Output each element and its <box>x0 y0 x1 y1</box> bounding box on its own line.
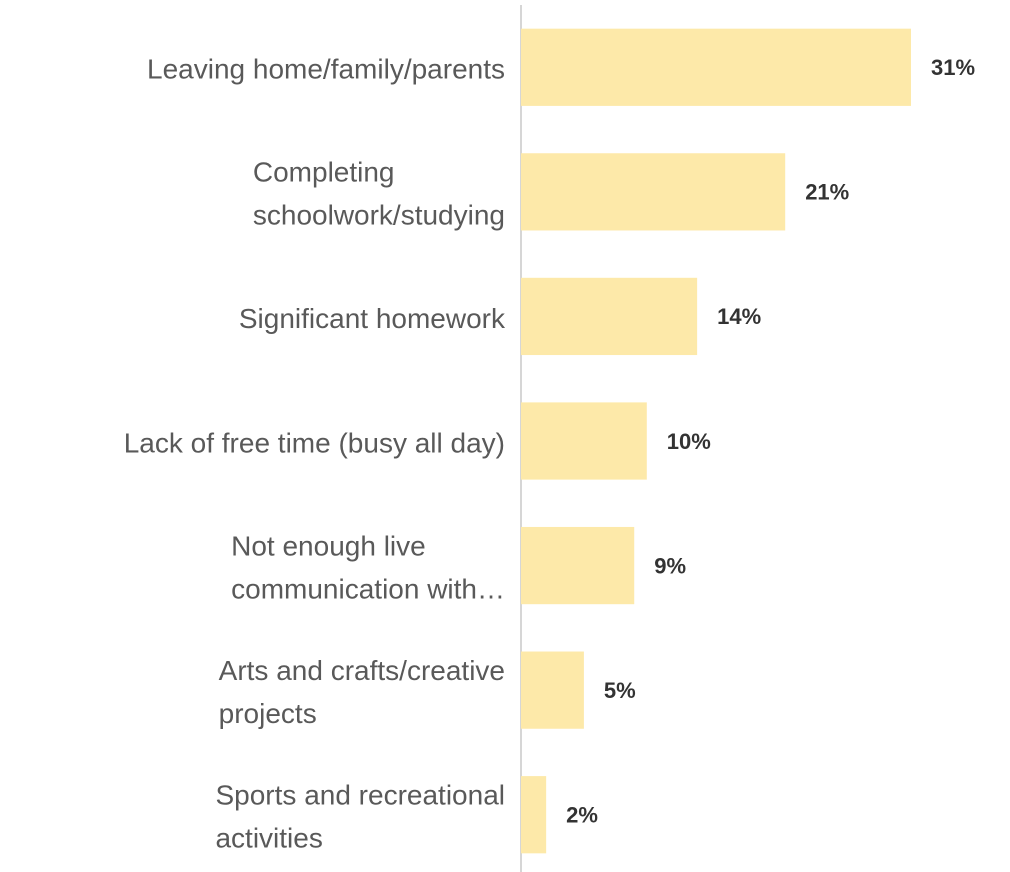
category-label: Sports and recreational activities <box>215 780 505 854</box>
bar <box>521 402 647 480</box>
data-label: 10% <box>667 429 711 454</box>
data-label: 2% <box>566 803 598 828</box>
category-label-line: projects <box>219 698 317 729</box>
category-label-line: Lack of free time (busy all day) <box>124 427 505 458</box>
bar <box>521 526 635 605</box>
category-label: Completing schoolwork/studying <box>253 157 505 231</box>
category-label-line: Completing <box>253 157 395 188</box>
bar <box>521 277 698 356</box>
data-label: 14% <box>717 304 761 329</box>
bar <box>521 776 547 854</box>
category-label: Not enough live communication with… <box>231 530 505 604</box>
category-label-line: Leaving home/family/parents <box>147 54 505 85</box>
category-label: Lack of free time (busy all day) <box>124 427 505 458</box>
data-label: 5% <box>604 678 636 703</box>
category-label-line: Significant homework <box>239 303 506 334</box>
bar <box>521 651 584 729</box>
category-label: Leaving home/family/parents <box>147 54 505 85</box>
category-label-line: Not enough live <box>231 530 426 561</box>
bar <box>521 28 911 106</box>
category-label-line: schoolwork/studying <box>253 200 505 231</box>
category-label: Significant homework <box>239 303 506 334</box>
category-label-line: Sports and recreational <box>215 780 505 811</box>
category-label-line: Arts and crafts/creative <box>219 655 505 686</box>
category-label-line: activities <box>215 823 322 854</box>
bar <box>521 153 786 231</box>
data-label: 9% <box>654 553 686 578</box>
category-label: Arts and crafts/creative projects <box>219 655 505 729</box>
data-label: 31% <box>931 55 975 80</box>
data-label: 21% <box>805 180 849 205</box>
category-label-line: communication with… <box>231 573 505 604</box>
